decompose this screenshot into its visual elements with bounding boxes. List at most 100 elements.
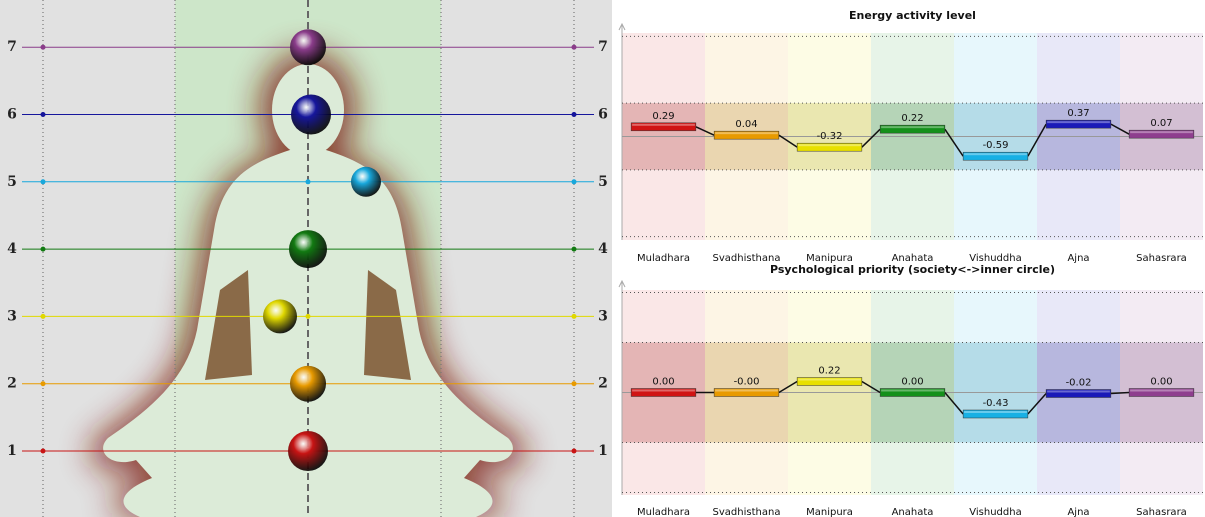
level-label: 4 [7,241,17,257]
value-label: -0.02 [1066,378,1092,389]
value-label: -0.00 [734,377,760,388]
bar [713,388,780,397]
level-dot [571,381,577,387]
level-dot [305,179,311,185]
value-label: 0.04 [735,119,757,130]
bar [1045,389,1112,398]
x-tick-label: Svadhisthana [713,507,781,517]
bar-highlight [798,144,861,147]
level-label: 7 [598,39,608,55]
connector [778,134,798,148]
arm-gap-right [364,270,411,380]
level-label: 6 [598,107,608,123]
x-tick-label: Sahasrara [1136,253,1187,264]
value-label: 0.29 [652,111,674,122]
bar-highlight [964,153,1027,156]
level-dot [40,381,46,387]
bar [962,151,1029,161]
y-axis-arrow [618,22,626,31]
bar [1128,129,1195,139]
bar-highlight [1130,131,1193,134]
bar-highlight [881,389,944,392]
bar [796,377,863,386]
level-dot [40,448,46,454]
bar [630,122,697,132]
connector [861,380,881,394]
chakra-ball [289,230,327,269]
x-tick-label: Ajna [1067,507,1089,517]
level-dot [40,246,46,252]
level-label: 2 [7,376,17,392]
level-dot [40,313,46,319]
level-label: 3 [7,308,17,324]
level-label: 1 [7,443,17,459]
level-dot [571,44,577,50]
level-dot [571,179,577,185]
chakra-ball [291,94,331,135]
level-label: 1 [598,443,608,459]
bar [879,124,946,134]
bar [630,388,697,397]
connector [778,380,798,394]
connector [861,128,881,148]
level-label: 3 [598,308,608,324]
charts: Energy activity level 0.29 Muladhara 0.04 Sv… [618,9,1203,517]
bar-highlight [798,378,861,381]
x-tick-label: Svadhisthana [713,253,781,264]
connector [1027,393,1047,415]
value-label: -0.43 [983,398,1009,409]
level-dot [40,112,46,117]
arm-gap-left [205,270,252,380]
level-label: 4 [598,241,608,257]
bar-highlight [632,123,695,126]
bar [1045,119,1112,129]
connector [695,126,715,136]
bar-highlight [1130,389,1193,392]
connector [944,128,964,157]
level-label: 5 [598,174,608,190]
value-label: 0.00 [901,377,923,388]
connector [944,392,964,415]
x-tick-label: Manipura [806,253,853,264]
bar-highlight [964,411,1027,413]
x-tick-label: Muladhara [637,253,690,264]
level-label: 7 [7,39,17,55]
bar [962,409,1029,419]
level-dot [305,313,311,319]
value-label: -0.32 [817,131,843,142]
x-tick-label: Vishuddha [969,507,1021,517]
chakra-ball [288,431,328,471]
x-tick-label: Sahasrara [1136,507,1187,517]
connector [1110,391,1130,395]
connector [1027,123,1047,157]
level-dot [571,313,577,319]
level-dot [571,112,577,117]
level-dot [571,448,577,454]
level-label: 2 [598,376,608,392]
bar-highlight [632,389,695,392]
x-tick-label: Muladhara [637,507,690,517]
level-dot [40,44,46,50]
value-label: 0.00 [1150,377,1172,388]
bar-highlight [715,132,778,135]
bar [713,130,780,140]
connector [1110,123,1130,135]
value-label: 0.22 [818,366,840,377]
bar [796,142,863,152]
bar-highlight [715,389,778,392]
bar-highlight [1047,121,1110,124]
level-dot [40,179,46,185]
bar-highlight [1047,390,1110,393]
chakra-ball [290,29,326,66]
value-label: 0.37 [1067,108,1089,119]
chart-title: Psychological priority (society<->inner … [770,263,1055,276]
bar-highlight [881,126,944,129]
bar [879,388,946,397]
x-tick-label: Anahata [892,507,934,517]
body-figure-panel: 1 1 2 2 3 3 4 4 5 5 6 6 7 7 [0,0,612,517]
x-tick-label: Vishuddha [969,253,1021,264]
value-label: 0.00 [652,377,674,388]
chakra-ball [263,299,297,334]
x-tick-label: Manipura [806,507,853,517]
